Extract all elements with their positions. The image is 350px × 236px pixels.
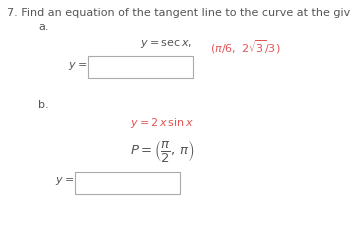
Text: b.: b.: [38, 100, 49, 110]
Text: $y = 2\,x\,\sin x$: $y = 2\,x\,\sin x$: [130, 116, 194, 130]
Text: $y = \mathrm{sec}\, x,$: $y = \mathrm{sec}\, x,$: [140, 38, 192, 50]
Text: $y =$: $y =$: [55, 175, 74, 187]
Text: $P = \left(\dfrac{\pi}{2},\, \pi\right)$: $P = \left(\dfrac{\pi}{2},\, \pi\right)$: [130, 138, 195, 164]
Bar: [88, 56, 193, 78]
Bar: [75, 172, 180, 194]
Text: $(\pi/6,\ 2\sqrt{3}/3)$: $(\pi/6,\ 2\sqrt{3}/3)$: [210, 38, 280, 56]
Text: a.: a.: [38, 22, 49, 32]
Text: $y =$: $y =$: [68, 60, 87, 72]
Text: 7. Find an equation of the tangent line to the curve at the given point.: 7. Find an equation of the tangent line …: [7, 8, 350, 18]
